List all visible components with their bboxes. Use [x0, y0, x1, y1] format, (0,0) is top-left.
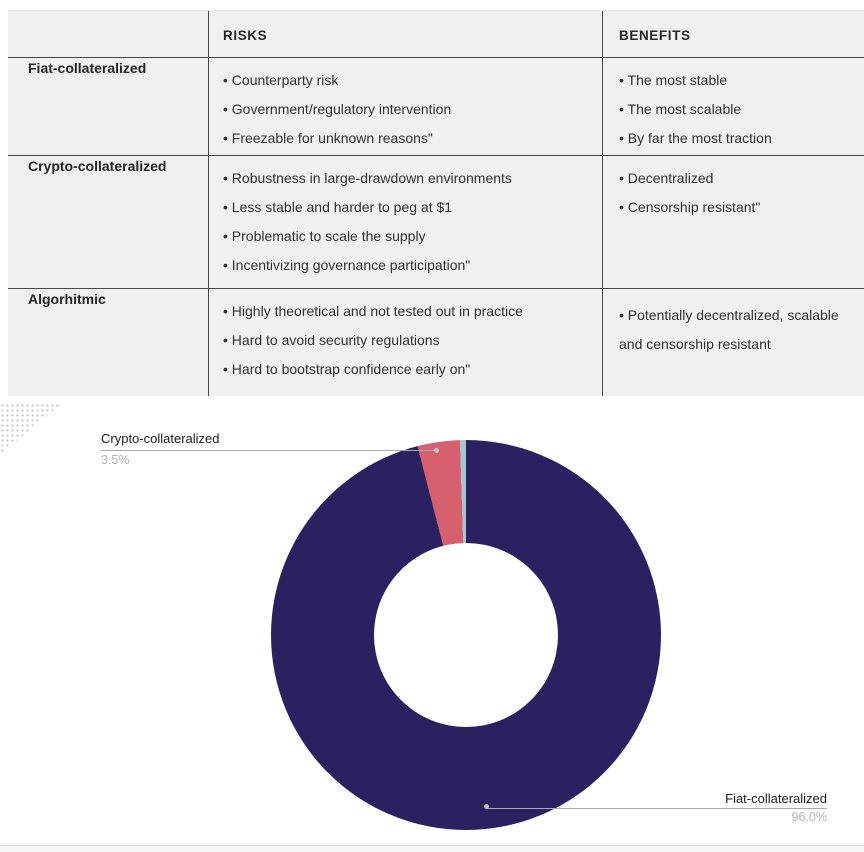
- benefit-cell: • Decentralized • Censorship resistant": [602, 156, 864, 288]
- crypto-leader-dot: [434, 448, 439, 453]
- fiat-slice-label: Fiat-collateralized: [725, 791, 827, 806]
- header-cell-benefits: BENEFITS: [602, 11, 864, 57]
- halftone-triangle-decoration: [0, 403, 62, 455]
- benefit-item: • The most stable: [619, 72, 728, 88]
- risk-item: • Government/regulatory intervention: [223, 101, 452, 117]
- benefit-item: • By far the most traction: [619, 130, 772, 146]
- header-cell-risks: RISKS: [208, 11, 602, 57]
- benefit-item: • Decentralized: [619, 170, 714, 186]
- risk-item: • Hard to bootstrap confidence early on": [223, 361, 471, 377]
- table-row: Algorhitmic • Highly theoretical and not …: [8, 289, 864, 396]
- benefit-item: • The most scalable: [619, 101, 742, 117]
- risk-item: • Problematic to scale the supply: [223, 228, 426, 244]
- risk-cell: • Highly theoretical and not tested out …: [208, 289, 602, 396]
- table-header-row: RISKS BENEFITS: [8, 11, 864, 58]
- benefit-item: • Potentially decentralized, scalable an…: [619, 307, 839, 352]
- risk-item: • Hard to avoid security regulations: [223, 332, 440, 348]
- risk-item: • Highly theoretical and not tested out …: [223, 303, 523, 319]
- crypto-leader-line: [101, 450, 435, 452]
- comparison-table: RISKS BENEFITS Fiat-collateralized • Coun…: [8, 10, 864, 396]
- fiat-slice-percentage: 96.0%: [791, 810, 827, 824]
- row-label: Crypto-collateralized: [28, 158, 167, 174]
- donut-chart: [271, 440, 661, 830]
- donut-chart-region: Crypto-collateralized 3.5% Fiat-collater…: [0, 398, 864, 845]
- risk-item: • Freezable for unknown reasons": [223, 130, 433, 146]
- risk-item: • Robustness in large-drawdown environme…: [223, 170, 512, 186]
- fiat-leader-dot: [484, 804, 489, 809]
- donut-hole: [374, 543, 558, 727]
- crypto-slice-label: Crypto-collateralized: [101, 431, 220, 446]
- benefit-item: • Censorship resistant": [619, 199, 761, 215]
- risk-item: • Incentivizing governance participation…: [223, 257, 471, 273]
- risk-cell: • Counterparty risk • Government/regulato…: [208, 58, 602, 155]
- crypto-slice-percentage: 3.5%: [101, 453, 130, 467]
- fiat-leader-line: [487, 808, 827, 810]
- risk-cell: • Robustness in large-drawdown environme…: [208, 156, 602, 288]
- table-row: Fiat-collateralized • Counterparty risk • …: [8, 58, 864, 156]
- header-cell-empty: [8, 11, 208, 57]
- benefit-cell: • Potentially decentralized, scalable an…: [602, 289, 864, 396]
- risk-item: • Counterparty risk: [223, 72, 339, 88]
- row-label: Algorhitmic: [28, 291, 106, 307]
- footer-divider: [0, 845, 864, 852]
- risk-item: • Less stable and harder to peg at $1: [223, 199, 453, 215]
- table-row: Crypto-collateralized • Robustness in lar…: [8, 156, 864, 289]
- benefit-cell: • The most stable • The most scalable • By…: [602, 58, 864, 155]
- row-label: Fiat-collateralized: [28, 60, 147, 76]
